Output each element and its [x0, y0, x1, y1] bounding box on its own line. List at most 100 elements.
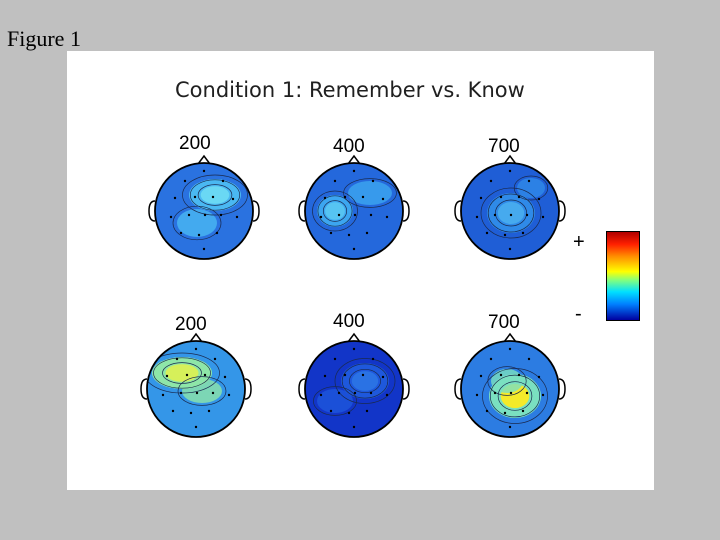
- electrode-dot: [333, 179, 337, 183]
- contour-line: [313, 386, 357, 416]
- electrode-dot: [509, 213, 513, 217]
- ear-right: [244, 378, 252, 400]
- time-label: 400: [333, 136, 365, 157]
- electrode-dot: [337, 213, 341, 217]
- electrode-dot: [202, 169, 206, 173]
- ear-right: [402, 200, 410, 222]
- electrode-dot: [475, 215, 479, 219]
- electrode-dot: [347, 233, 351, 237]
- electrode-dot: [343, 195, 347, 199]
- ear-right: [252, 200, 260, 222]
- electrode-dot: [521, 231, 525, 235]
- time-label: 700: [488, 136, 520, 157]
- electrode-dot: [194, 425, 198, 429]
- ear-right: [558, 378, 566, 400]
- electrode-dot: [517, 195, 521, 199]
- electrode-dot: [197, 233, 201, 237]
- electrode-dot: [161, 393, 165, 397]
- nose: [189, 332, 203, 343]
- scalp-map: [148, 154, 260, 260]
- electrode-dot: [213, 357, 217, 361]
- electrode-dot: [329, 409, 333, 413]
- ear-left: [454, 378, 462, 400]
- head-outline: [460, 162, 560, 260]
- ear-left: [454, 200, 462, 222]
- electrode-dot: [369, 213, 373, 217]
- scalp-map: [298, 154, 410, 260]
- electrode-dot: [499, 373, 503, 377]
- electrode-dot: [203, 213, 207, 217]
- activity-peak: [200, 186, 230, 204]
- electrode-dot: [493, 391, 497, 395]
- electrode-dot: [479, 374, 483, 378]
- electrode-dot: [508, 347, 512, 351]
- nose: [503, 154, 517, 165]
- electrode-dot: [329, 231, 333, 235]
- electrode-dot: [211, 391, 215, 395]
- contour-line: [341, 363, 389, 399]
- electrode-dot: [541, 393, 545, 397]
- electrode-dot: [195, 391, 199, 395]
- electrode-dot: [202, 247, 206, 251]
- electrode-dot: [347, 411, 351, 415]
- colorbar-minus-label: -: [575, 303, 582, 325]
- electrode-dot: [179, 231, 183, 235]
- electrode-dot: [173, 196, 177, 200]
- electrode-dot: [193, 195, 197, 199]
- ear-left: [298, 200, 306, 222]
- electrode-dot: [319, 215, 323, 219]
- electrode-dot: [385, 393, 389, 397]
- electrode-dot: [361, 195, 365, 199]
- activity-peak: [165, 364, 199, 382]
- electrode-dot: [381, 375, 385, 379]
- electrode-dot: [503, 411, 507, 415]
- electrode-dot: [475, 393, 479, 397]
- ear-left: [298, 378, 306, 400]
- contour-line: [182, 174, 248, 216]
- electrode-dot: [479, 196, 483, 200]
- nose: [347, 332, 361, 343]
- contour-line: [172, 205, 222, 241]
- colorbar: [606, 231, 640, 321]
- electrode-dot: [352, 425, 356, 429]
- activity-region: [491, 369, 523, 393]
- electrode-dot: [352, 247, 356, 251]
- time-label: 200: [175, 314, 207, 335]
- electrode-dot: [165, 374, 169, 378]
- electrode-dot: [194, 347, 198, 351]
- electrode-dot: [323, 196, 327, 200]
- ear-right: [402, 378, 410, 400]
- electrode-dot: [235, 215, 239, 219]
- contour-line: [317, 195, 353, 227]
- contour-line: [177, 376, 227, 406]
- head-outline: [146, 340, 246, 438]
- contour-line: [153, 357, 211, 389]
- electrode-dot: [203, 373, 207, 377]
- electrode-dot: [489, 357, 493, 361]
- time-label: 200: [179, 133, 211, 154]
- contour-line: [334, 358, 396, 404]
- electrode-dot: [187, 213, 191, 217]
- electrode-dot: [169, 215, 173, 219]
- contour-line: [489, 374, 541, 418]
- electrode-dot: [499, 195, 503, 199]
- electrode-dot: [323, 374, 327, 378]
- electrode-dot: [365, 231, 369, 235]
- electrode-dot: [352, 347, 356, 351]
- nose: [347, 154, 361, 165]
- electrode-dot: [521, 409, 525, 413]
- electrode-dot: [371, 357, 375, 361]
- electrode-dot: [215, 231, 219, 235]
- contour-line: [487, 193, 535, 233]
- ear-left: [140, 378, 148, 400]
- electrode-dot: [517, 373, 521, 377]
- electrode-dot: [171, 409, 175, 413]
- electrode-dot: [527, 357, 531, 361]
- electrode-dot: [493, 213, 497, 217]
- time-label: 700: [488, 312, 520, 333]
- colorbar-plus-label: +: [573, 231, 585, 253]
- electrode-dot: [211, 195, 215, 199]
- head-outline: [304, 162, 404, 260]
- contour-line: [487, 366, 527, 396]
- electrode-dot: [508, 425, 512, 429]
